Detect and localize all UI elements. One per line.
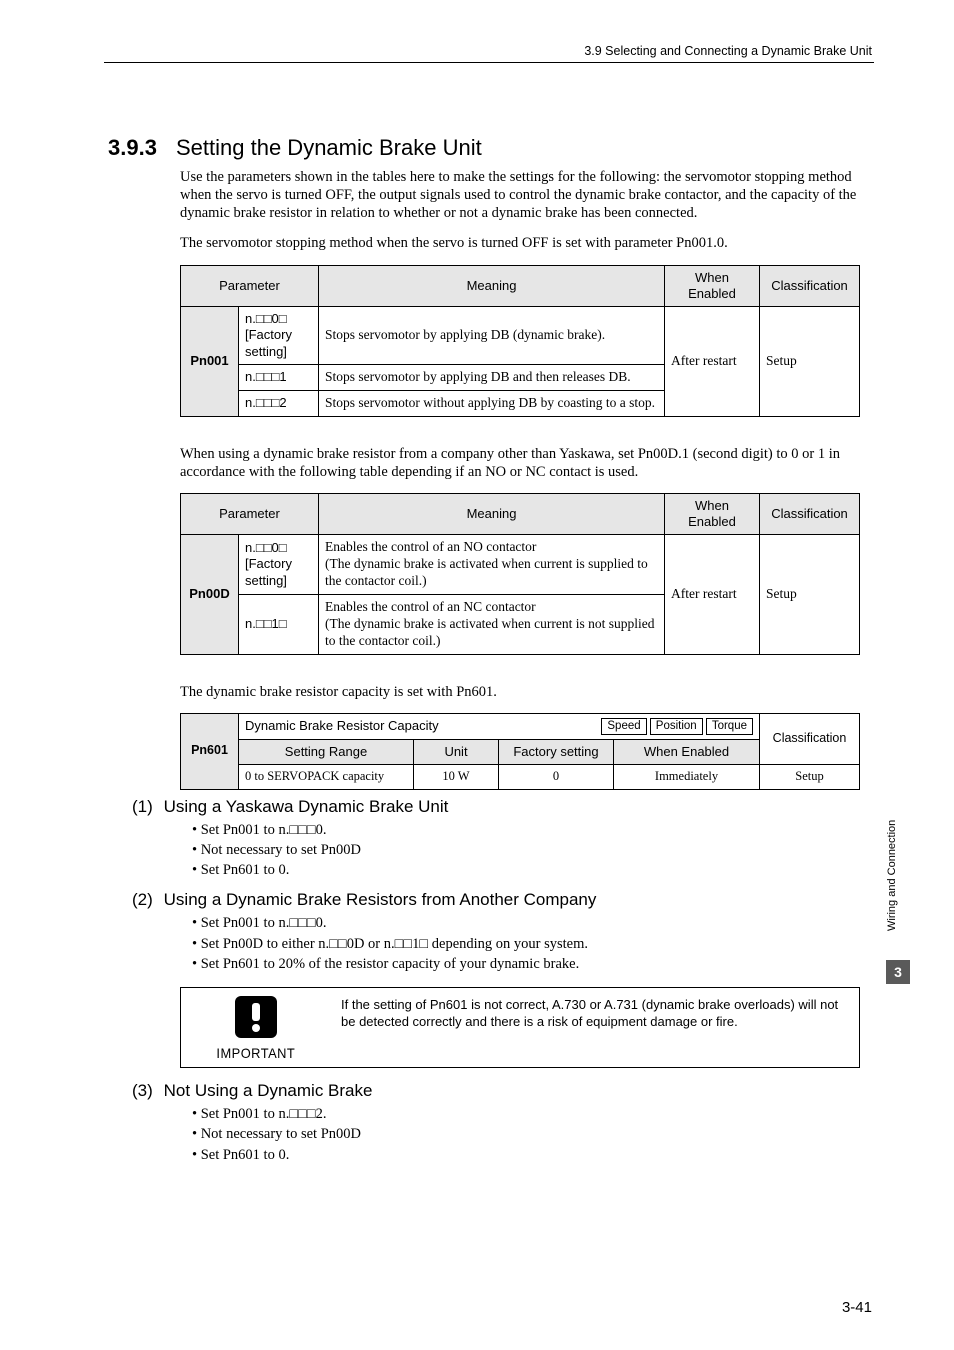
bullet: • Set Pn601 to 0.: [192, 861, 860, 879]
pn-label: Pn001: [181, 307, 239, 417]
subsection-1: (1) Using a Yaskawa Dynamic Brake Unit: [132, 796, 860, 817]
bullet: • Set Pn601 to 0.: [192, 1146, 860, 1164]
header-rule: [104, 62, 874, 63]
table-row: Pn601 Dynamic Brake Resistor Capacity Sp…: [181, 713, 860, 739]
th-parameter: Parameter: [181, 493, 319, 535]
th-unit: Unit: [414, 739, 499, 764]
t3-title: Dynamic Brake Resistor Capacity: [245, 718, 439, 733]
sub-num: (1): [132, 797, 153, 816]
bullet-list-1: • Set Pn001 to n.□□□0. • Not necessary t…: [192, 821, 860, 879]
th-meaning: Meaning: [319, 493, 665, 535]
tag-torque: Torque: [706, 718, 753, 735]
important-label: IMPORTANT: [217, 1045, 296, 1063]
th-when: When Enabled: [665, 265, 760, 307]
th-class: Classification: [760, 493, 860, 535]
table-pn001: Parameter Meaning When Enabled Classific…: [180, 265, 860, 417]
bullet: • Set Pn00D to either n.□□0D or n.□□1□ d…: [192, 935, 860, 953]
mid-para-2: The dynamic brake resistor capacity is s…: [180, 683, 860, 701]
page: 3.9 Selecting and Connecting a Dynamic B…: [0, 0, 954, 1350]
table-row: 0 to SERVOPACK capacity 10 W 0 Immediate…: [181, 764, 860, 789]
cell-range: 0 to SERVOPACK capacity: [239, 764, 414, 789]
bullet: • Set Pn601 to 20% of the resistor capac…: [192, 955, 860, 973]
body: Use the parameters shown in the tables h…: [180, 168, 860, 1166]
tag-speed: Speed: [601, 718, 646, 735]
meaning-cell: Stops servomotor by applying DB and then…: [319, 364, 665, 390]
when-enabled: After restart: [665, 535, 760, 654]
section-title: Setting the Dynamic Brake Unit: [176, 135, 482, 161]
cell-factory: 0: [499, 764, 614, 789]
param-code: n.□□0□: [245, 540, 287, 555]
bullet: • Not necessary to set Pn00D: [192, 1125, 860, 1143]
param-note: [Factory setting]: [245, 327, 292, 358]
sub-num: (2): [132, 890, 153, 909]
bullet: • Set Pn001 to n.□□□0.: [192, 821, 860, 839]
th-factory: Factory setting: [499, 739, 614, 764]
th-class: Classification: [760, 713, 860, 764]
th-meaning: Meaning: [319, 265, 665, 307]
table-header-row: Setting Range Unit Factory setting When …: [181, 739, 860, 764]
table-pn00d: Parameter Meaning When Enabled Classific…: [180, 493, 860, 655]
table-header-row: Parameter Meaning When Enabled Classific…: [181, 265, 860, 307]
param-code: n.□□□1: [239, 364, 319, 390]
param-code: n.□□1□: [239, 594, 319, 654]
chapter-tab: 3: [886, 960, 910, 984]
pn-label: Pn601: [181, 713, 239, 789]
sub-title: Using a Dynamic Brake Resistors from Ano…: [164, 890, 597, 909]
important-box: IMPORTANT If the setting of Pn601 is not…: [180, 987, 860, 1068]
th-when: When Enabled: [665, 493, 760, 535]
subsection-2: (2) Using a Dynamic Brake Resistors from…: [132, 889, 860, 910]
bullet: • Set Pn001 to n.□□□2.: [192, 1105, 860, 1123]
cell-when: Immediately: [614, 764, 760, 789]
cell-class: Setup: [760, 764, 860, 789]
section-number: 3.9.3: [108, 135, 157, 161]
bullet-list-2: • Set Pn001 to n.□□□0. • Set Pn00D to ei…: [192, 914, 860, 972]
intro-para-2: The servomotor stopping method when the …: [180, 234, 860, 252]
table-row: Pn00D n.□□0□ [Factory setting] Enables t…: [181, 535, 860, 595]
th-when: When Enabled: [614, 739, 760, 764]
meaning-cell: Stops servomotor by applying DB (dynamic…: [319, 307, 665, 365]
tag-position: Position: [650, 718, 703, 735]
th-range: Setting Range: [239, 739, 414, 764]
meaning-cell: Stops servomotor without applying DB by …: [319, 390, 665, 416]
mid-para-1: When using a dynamic brake resistor from…: [180, 445, 860, 481]
meaning-cell: Enables the control of an NC contactor (…: [319, 594, 665, 654]
param-note: [Factory setting]: [245, 556, 292, 587]
bullet: • Set Pn001 to n.□□□0.: [192, 914, 860, 932]
sub-title: Not Using a Dynamic Brake: [164, 1081, 373, 1100]
classification: Setup: [760, 535, 860, 654]
title-row: Dynamic Brake Resistor Capacity Speed Po…: [239, 713, 760, 739]
param-code: n.□□□2: [239, 390, 319, 416]
page-number: 3-41: [842, 1299, 872, 1316]
table-pn601: Pn601 Dynamic Brake Resistor Capacity Sp…: [180, 713, 860, 790]
important-left: IMPORTANT: [181, 988, 331, 1067]
when-enabled: After restart: [665, 307, 760, 417]
bullet-list-3: • Set Pn001 to n.□□□2. • Not necessary t…: [192, 1105, 860, 1163]
th-parameter: Parameter: [181, 265, 319, 307]
important-icon: [235, 996, 277, 1038]
table-header-row: Parameter Meaning When Enabled Classific…: [181, 493, 860, 535]
param-code-cell: n.□□0□ [Factory setting]: [239, 535, 319, 595]
bullet: • Not necessary to set Pn00D: [192, 841, 860, 859]
classification: Setup: [760, 307, 860, 417]
side-label: Wiring and Connection: [886, 800, 910, 950]
subsection-3: (3) Not Using a Dynamic Brake: [132, 1080, 860, 1101]
important-text: If the setting of Pn601 is not correct, …: [331, 988, 859, 1067]
sub-title: Using a Yaskawa Dynamic Brake Unit: [164, 797, 449, 816]
header-breadcrumb: 3.9 Selecting and Connecting a Dynamic B…: [584, 44, 872, 58]
param-code: n.□□0□: [245, 311, 287, 326]
intro-para-1: Use the parameters shown in the tables h…: [180, 168, 860, 222]
param-code-cell: n.□□0□ [Factory setting]: [239, 307, 319, 365]
sub-num: (3): [132, 1081, 153, 1100]
table-row: Pn001 n.□□0□ [Factory setting] Stops ser…: [181, 307, 860, 365]
meaning-cell: Enables the control of an NO contactor (…: [319, 535, 665, 595]
th-class: Classification: [760, 265, 860, 307]
pn-label: Pn00D: [181, 535, 239, 654]
cell-unit: 10 W: [414, 764, 499, 789]
